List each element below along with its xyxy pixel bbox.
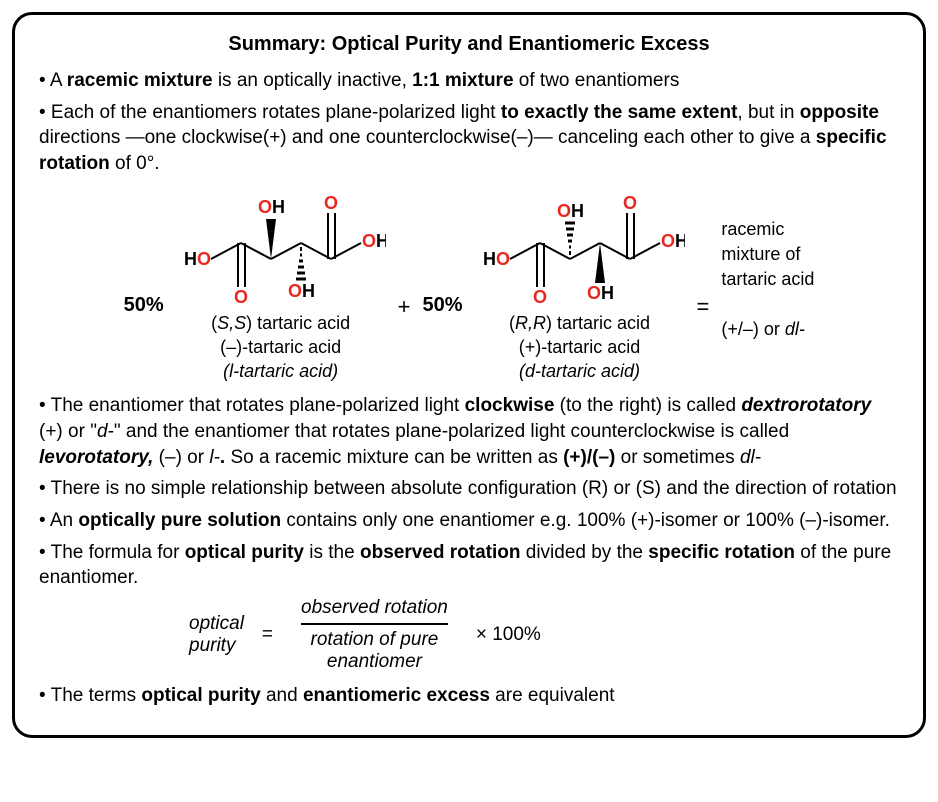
txt: R,R bbox=[515, 313, 546, 333]
txt: 1:1 mixture bbox=[412, 70, 513, 91]
txt: dextrorotatory bbox=[741, 395, 871, 416]
bullet-5: • An optically pure solution contains on… bbox=[39, 508, 899, 534]
txt: contains only one enantiomer e.g. 100% (… bbox=[281, 510, 890, 531]
txt: (d-tartaric acid) bbox=[519, 361, 640, 381]
txt: mixture of bbox=[721, 244, 800, 264]
svg-text:O: O bbox=[533, 287, 547, 307]
svg-text:O: O bbox=[623, 193, 637, 213]
txt: S,S bbox=[217, 313, 246, 333]
txt: levorotatory, bbox=[39, 447, 153, 468]
txt: of two enantiomers bbox=[514, 70, 680, 91]
bullet-2: • Each of the enantiomers rotates plane-… bbox=[39, 100, 899, 177]
bullet-1: • A racemic mixture is an optically inac… bbox=[39, 68, 899, 94]
equals: = bbox=[697, 294, 710, 320]
summary-box: Summary: Optical Purity and Enantiomeric… bbox=[12, 12, 926, 738]
optical-purity-formula: optical purity = observed rotation rotat… bbox=[189, 597, 899, 673]
txt: So a racemic mixture can be written as bbox=[230, 447, 563, 468]
txt: tartaric acid bbox=[721, 269, 814, 289]
txt: (l-tartaric acid) bbox=[223, 361, 338, 381]
txt: , but in bbox=[737, 102, 799, 123]
txt: dl- bbox=[785, 319, 805, 339]
txt: or sometimes bbox=[615, 447, 740, 468]
formula-tail: × 100% bbox=[476, 624, 541, 646]
txt: of 0°. bbox=[110, 153, 160, 174]
txt: ) tartaric acid bbox=[246, 313, 350, 333]
txt: opposite bbox=[800, 102, 879, 123]
txt: (+/–) or bbox=[721, 319, 785, 339]
txt: l- bbox=[209, 447, 220, 468]
svg-text:O: O bbox=[234, 287, 248, 307]
mol2-labels: (R,R) tartaric acid (+)-tartaric acid (d… bbox=[509, 311, 650, 384]
txt: optically pure solution bbox=[78, 510, 281, 531]
bullet-4: • There is no simple relationship betwee… bbox=[39, 476, 899, 502]
txt: enantiomeric excess bbox=[303, 685, 490, 706]
svg-text:OH: OH bbox=[288, 281, 315, 301]
txt: racemic mixture bbox=[67, 70, 213, 91]
svg-text:OH: OH bbox=[557, 201, 584, 221]
txt: are equivalent bbox=[490, 685, 615, 706]
txt: • The enantiomer that rotates plane-pola… bbox=[39, 395, 465, 416]
svg-text:OH: OH bbox=[661, 231, 685, 251]
txt: (–)-tartaric acid bbox=[220, 337, 341, 357]
txt: optical bbox=[189, 613, 244, 634]
numerator: observed rotation bbox=[291, 597, 458, 623]
txt: (–) or bbox=[153, 447, 209, 468]
txt: enantiomer bbox=[327, 651, 422, 672]
txt: purity bbox=[189, 635, 235, 656]
txt: . bbox=[220, 447, 231, 468]
txt: is an optically inactive, bbox=[213, 70, 413, 91]
txt: observed rotation bbox=[360, 542, 520, 563]
txt: racemic bbox=[721, 219, 784, 239]
bullet-3: • The enantiomer that rotates plane-pola… bbox=[39, 393, 899, 470]
plus: + bbox=[398, 294, 411, 320]
txt: • An bbox=[39, 510, 78, 531]
denominator: rotation of pure enantiomer bbox=[301, 623, 449, 673]
mol1-labels: (S,S) tartaric acid (–)-tartaric acid (l… bbox=[211, 311, 350, 384]
txt: " and the enantiomer that rotates plane-… bbox=[114, 421, 789, 442]
txt: (+)-tartaric acid bbox=[519, 337, 641, 357]
formula-lhs: optical purity bbox=[189, 613, 244, 657]
txt: and bbox=[261, 685, 303, 706]
txt: specific rotation bbox=[648, 542, 795, 563]
txt: dl- bbox=[740, 447, 761, 468]
txt: ) tartaric acid bbox=[546, 313, 650, 333]
reaction-diagram: 50% bbox=[39, 191, 899, 384]
txt: (+) or " bbox=[39, 421, 97, 442]
txt: to exactly the same extent bbox=[501, 102, 738, 123]
txt: optical purity bbox=[141, 685, 260, 706]
txt: • The formula for bbox=[39, 542, 185, 563]
txt: • A bbox=[39, 70, 67, 91]
structure-rr: HO O OH OH O OH bbox=[475, 191, 685, 311]
rhs-label: racemic mixture of tartaric acid (+/–) o… bbox=[721, 217, 814, 343]
txt: d- bbox=[97, 421, 114, 442]
svg-text:HO: HO bbox=[184, 249, 211, 269]
title: Summary: Optical Purity and Enantiomeric… bbox=[39, 33, 899, 56]
txt: directions —one clockwise(+) and one cou… bbox=[39, 127, 816, 148]
molecule-1: HO O OH OH O OH (S,S) tartaric acid (–)-… bbox=[176, 191, 386, 384]
percent-2: 50% bbox=[422, 294, 462, 317]
txt: rotation of pure bbox=[311, 629, 439, 650]
txt: • The terms bbox=[39, 685, 141, 706]
bullet-6: • The formula for optical purity is the … bbox=[39, 540, 899, 591]
txt: is the bbox=[304, 542, 360, 563]
svg-text:HO: HO bbox=[483, 249, 510, 269]
bullet-7: • The terms optical purity and enantiome… bbox=[39, 683, 899, 709]
txt: optical purity bbox=[185, 542, 304, 563]
txt: • Each of the enantiomers rotates plane-… bbox=[39, 102, 501, 123]
txt: clockwise bbox=[465, 395, 555, 416]
txt: divided by the bbox=[520, 542, 648, 563]
svg-text:OH: OH bbox=[587, 283, 614, 303]
molecule-2: HO O OH OH O OH (R,R) tartaric acid (+)-… bbox=[475, 191, 685, 384]
txt: (+)/(–) bbox=[563, 447, 615, 468]
svg-text:OH: OH bbox=[258, 197, 285, 217]
svg-text:O: O bbox=[324, 193, 338, 213]
structure-ss: HO O OH OH O OH bbox=[176, 191, 386, 311]
svg-text:OH: OH bbox=[362, 231, 386, 251]
txt: (to the right) is called bbox=[554, 395, 741, 416]
formula-eq: = bbox=[262, 624, 273, 646]
formula-fraction: observed rotation rotation of pure enant… bbox=[291, 597, 458, 673]
percent-1: 50% bbox=[124, 294, 164, 317]
